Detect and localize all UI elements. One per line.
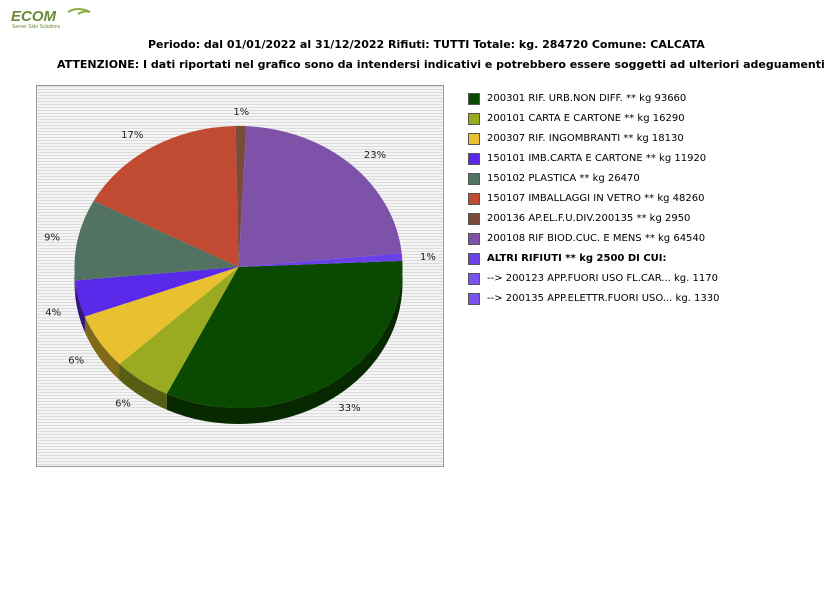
ecom-logo: ECOM Server Side Solutions bbox=[10, 6, 100, 30]
pie-slice-side bbox=[119, 364, 167, 410]
pie-slice bbox=[75, 267, 239, 317]
pie-percent-label: 1% bbox=[233, 107, 249, 118]
legend-label: 150107 IMBALLAGGI IN VETRO ** kg 48260 bbox=[487, 193, 705, 204]
pie-percent-label: 6% bbox=[115, 398, 131, 409]
legend-label: --> 200123 APP.FUORI USO FL.CAR... kg. 1… bbox=[487, 273, 718, 284]
pie-percent-label: 6% bbox=[68, 355, 84, 366]
legend-label: 200136 AP.EL.F.U.DIV.200135 ** kg 2950 bbox=[487, 213, 691, 224]
pie-percent-label: 33% bbox=[338, 403, 360, 414]
legend-item: ALTRI RIFIUTI ** kg 2500 DI CUI: bbox=[467, 250, 817, 270]
legend-item: 200301 RIF. URB.NON DIFF. ** kg 93660 bbox=[467, 90, 817, 110]
legend-swatch bbox=[468, 153, 480, 165]
logo-text: ECOM bbox=[11, 8, 57, 25]
legend-item: 150101 IMB.CARTA E CARTONE ** kg 11920 bbox=[467, 150, 817, 170]
legend-swatch bbox=[468, 253, 480, 265]
pie-slice-side bbox=[84, 316, 120, 381]
pie-slice bbox=[238, 126, 402, 267]
pie-slice-side bbox=[74, 267, 76, 297]
period-header: Periodo: dal 01/01/2022 al 31/12/2022 Ri… bbox=[148, 38, 705, 51]
pie-percent-label: 1% bbox=[420, 252, 436, 263]
legend-label: ALTRI RIFIUTI ** kg 2500 DI CUI: bbox=[487, 253, 667, 264]
legend-label: --> 200135 APP.ELETTR.FUORI USO... kg. 1… bbox=[487, 293, 720, 304]
legend-item: 150102 PLASTICA ** kg 26470 bbox=[467, 170, 817, 190]
logo-tagline: Server Side Solutions bbox=[12, 24, 61, 30]
pie-slice-side bbox=[75, 280, 85, 333]
legend-item: --> 200135 APP.ELETTR.FUORI USO... kg. 1… bbox=[467, 290, 817, 310]
legend-item: 200307 RIF. INGOMBRANTI ** kg 18130 bbox=[467, 130, 817, 150]
legend-label: 200108 RIF BIOD.CUC. E MENS ** kg 64540 bbox=[487, 233, 706, 244]
pie-slice bbox=[235, 126, 247, 267]
legend-label: 200101 CARTA E CARTONE ** kg 16290 bbox=[487, 113, 685, 124]
legend-item: 200101 CARTA E CARTONE ** kg 16290 bbox=[467, 110, 817, 130]
legend-label: 150102 PLASTICA ** kg 26470 bbox=[487, 173, 640, 184]
legend-label: 200301 RIF. URB.NON DIFF. ** kg 93660 bbox=[487, 93, 687, 104]
legend-item: 200108 RIF BIOD.CUC. E MENS ** kg 64540 bbox=[467, 230, 817, 250]
pie-percent-label: 4% bbox=[45, 308, 61, 319]
legend-swatch bbox=[468, 113, 480, 125]
legend-swatch bbox=[468, 273, 480, 285]
pie-slice bbox=[84, 267, 239, 365]
pie-slice bbox=[119, 267, 239, 394]
pie-slice bbox=[166, 260, 403, 408]
pie-percent-label: 9% bbox=[44, 233, 60, 244]
legend-item: 200136 AP.EL.F.U.DIV.200135 ** kg 2950 bbox=[467, 210, 817, 230]
legend-swatch bbox=[468, 233, 480, 245]
chart-legend: 200301 RIF. URB.NON DIFF. ** kg 93660 200… bbox=[467, 90, 817, 310]
legend-swatch bbox=[468, 173, 480, 185]
legend-swatch bbox=[468, 193, 480, 205]
legend-item: --> 200123 APP.FUORI USO FL.CAR... kg. 1… bbox=[467, 270, 817, 290]
legend-swatch bbox=[468, 213, 480, 225]
pie-slice bbox=[238, 253, 403, 267]
pie-percent-label: 23% bbox=[364, 150, 386, 161]
legend-swatch bbox=[468, 133, 480, 145]
legend-swatch bbox=[468, 93, 480, 105]
pie-slice-side bbox=[166, 267, 403, 424]
warning-header: ATTENZIONE: I dati riportati nel grafico… bbox=[57, 58, 825, 71]
legend-swatch bbox=[468, 293, 480, 305]
pie-percent-label: 17% bbox=[121, 130, 143, 141]
pie-slice bbox=[93, 126, 239, 268]
legend-label: 200307 RIF. INGOMBRANTI ** kg 18130 bbox=[487, 133, 684, 144]
pie-slice bbox=[74, 200, 239, 281]
legend-label: 150101 IMB.CARTA E CARTONE ** kg 11920 bbox=[487, 153, 707, 164]
legend-item: 150107 IMBALLAGGI IN VETRO ** kg 48260 bbox=[467, 190, 817, 210]
